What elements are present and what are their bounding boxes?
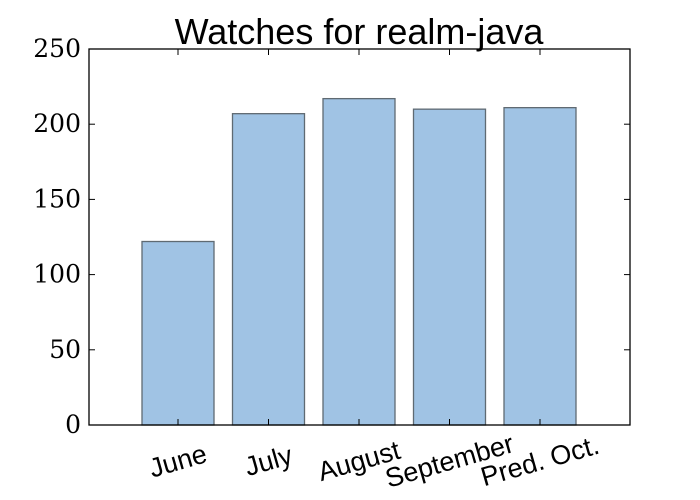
bars-layer — [141, 97, 577, 426]
bar-july — [231, 113, 306, 426]
plot-frame — [88, 48, 631, 426]
bar-august — [322, 97, 396, 426]
chart-title: Watches for realm-java — [175, 11, 545, 52]
y-tick-label: 150 — [33, 184, 81, 213]
bar-pred-oct — [503, 107, 577, 426]
y-tick-label: 50 — [49, 335, 81, 364]
y-tick-label: 200 — [33, 109, 81, 138]
y-tick-label: 0 — [65, 410, 81, 439]
bar-september — [412, 108, 487, 426]
x-tick-label: July — [241, 440, 296, 482]
y-tick-label: 250 — [33, 34, 81, 63]
x-tick-label: June — [146, 439, 211, 484]
y-tick-label: 100 — [33, 260, 81, 289]
bar-june — [141, 240, 215, 426]
